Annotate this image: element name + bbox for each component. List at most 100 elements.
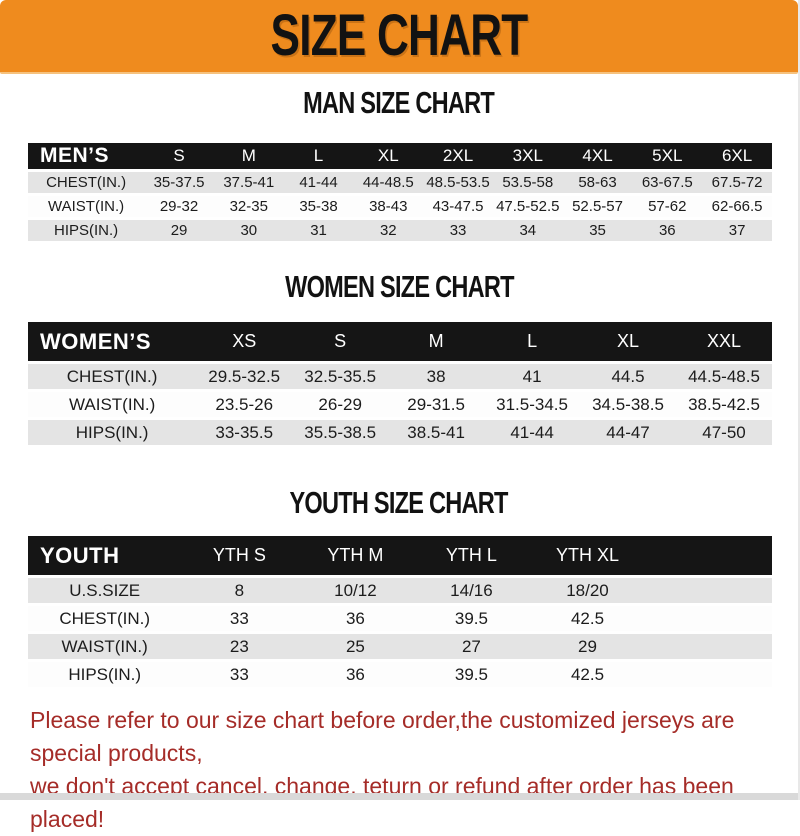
size-value-cell: 39.5	[413, 662, 530, 687]
size-column-header: XL	[353, 143, 424, 169]
row-label: WAIST(IN.)	[28, 634, 182, 659]
size-value-cell: 42.5	[529, 606, 646, 631]
size-value-cell: 36	[632, 220, 703, 241]
row-label: CHEST(IN.)	[28, 364, 197, 389]
size-value-cell: 38	[388, 364, 485, 389]
size-value-cell: 32	[353, 220, 424, 241]
banner-title: SIZE CHART	[270, 3, 529, 68]
size-value-cell: 32.5-35.5	[292, 364, 389, 389]
size-value-cell: 31.5-34.5	[484, 392, 581, 417]
size-value-cell: 29	[144, 220, 214, 241]
size-column-header: 5XL	[632, 143, 703, 169]
size-value-cell: 44-48.5	[353, 172, 424, 193]
table-row: CHEST(IN.) 35-37.5 37.5-41 41-44 44-48.5 48.5…	[28, 172, 772, 193]
men-size-table: MEN’S S M L XL 2XL 3XL 4XL 5XL 6XL CHEST(IN.) 35-37…	[28, 140, 772, 244]
size-value-cell: 57-62	[632, 196, 703, 217]
size-value-cell: 23	[181, 634, 298, 659]
size-value-cell: 44.5	[580, 364, 676, 389]
bottom-divider	[0, 793, 798, 800]
size-column-header: 4XL	[562, 143, 633, 169]
size-value-cell: 33-35.5	[196, 420, 293, 445]
size-value-cell: 33	[181, 662, 298, 687]
size-value-cell: 35-38	[283, 196, 354, 217]
spacer-cell	[645, 536, 772, 575]
size-column-header: 2XL	[423, 143, 493, 169]
size-value-cell: 29-31.5	[388, 392, 485, 417]
table-row: CHEST(IN.) 33 36 39.5 42.5	[28, 606, 772, 631]
size-value-cell: 58-63	[562, 172, 633, 193]
youth-section-title: YOUTH SIZE CHART	[0, 486, 798, 520]
row-label: WAIST(IN.)	[28, 392, 197, 417]
men-section-title: MAN SIZE CHART	[0, 86, 798, 120]
spacer-cell	[645, 634, 772, 659]
size-value-cell: 30	[213, 220, 284, 241]
size-column-header: XL	[580, 322, 676, 361]
row-label: WAIST(IN.)	[28, 196, 145, 217]
table-row: HIPS(IN.) 33-35.5 35.5-38.5 38.5-41 41-44 44-…	[28, 420, 772, 445]
youth-size-section: YOUTH SIZE CHART YOUTH YTH S YTH M YTH L YTH…	[0, 486, 798, 690]
size-value-cell: 14/16	[413, 578, 530, 603]
size-column-header: M	[388, 322, 485, 361]
spacer-cell	[645, 606, 772, 631]
size-value-cell: 27	[413, 634, 530, 659]
table-row: WAIST(IN.) 23 25 27 29	[28, 634, 772, 659]
size-value-cell: 18/20	[529, 578, 646, 603]
size-value-cell: 37.5-41	[213, 172, 284, 193]
size-column-header: YTH XL	[529, 536, 646, 575]
size-value-cell: 62-66.5	[702, 196, 772, 217]
size-value-cell: 42.5	[529, 662, 646, 687]
disclaimer-line-2: we don't accept cancel, change, teturn o…	[30, 773, 734, 832]
size-value-cell: 39.5	[413, 606, 530, 631]
size-value-cell: 29	[529, 634, 646, 659]
size-value-cell: 34.5-38.5	[580, 392, 676, 417]
size-value-cell: 47-50	[676, 420, 772, 445]
table-row: HIPS(IN.) 33 36 39.5 42.5	[28, 662, 772, 687]
women-section-title-text: WOMEN SIZE CHART	[284, 269, 514, 304]
size-value-cell: 29.5-32.5	[196, 364, 293, 389]
size-value-cell: 32-35	[213, 196, 284, 217]
size-value-cell: 41-44	[484, 420, 581, 445]
size-column-header: M	[213, 143, 284, 169]
size-value-cell: 52.5-57	[562, 196, 633, 217]
size-column-header: S	[292, 322, 389, 361]
table-row: WAIST(IN.) 23.5-26 26-29 29-31.5 31.5-34.5 34…	[28, 392, 772, 417]
spacer-cell	[645, 662, 772, 687]
size-value-cell: 63-67.5	[632, 172, 703, 193]
table-corner-label: MEN’S	[28, 143, 145, 169]
size-chart-banner: SIZE CHART	[0, 0, 798, 74]
size-value-cell: 34	[492, 220, 563, 241]
women-size-section: WOMEN SIZE CHART WOMEN’S XS S M L XL XXL CHEST(…	[0, 270, 798, 448]
size-column-header: L	[283, 143, 354, 169]
table-row: WAIST(IN.) 29-32 32-35 35-38 38-43 43-47.5 47.…	[28, 196, 772, 217]
size-value-cell: 36	[297, 662, 414, 687]
size-value-cell: 35-37.5	[144, 172, 214, 193]
row-label: CHEST(IN.)	[28, 172, 145, 193]
size-value-cell: 44-47	[580, 420, 676, 445]
size-value-cell: 41-44	[283, 172, 354, 193]
women-size-table: WOMEN’S XS S M L XL XXL CHEST(IN.) 29.5-32.5 32.5…	[28, 319, 772, 448]
size-value-cell: 26-29	[292, 392, 389, 417]
size-column-header: S	[144, 143, 214, 169]
table-row: CHEST(IN.) 29.5-32.5 32.5-35.5 38 41 44.5 44.5…	[28, 364, 772, 389]
size-value-cell: 38.5-42.5	[676, 392, 772, 417]
size-value-cell: 25	[297, 634, 414, 659]
row-label: CHEST(IN.)	[28, 606, 182, 631]
size-value-cell: 33	[423, 220, 493, 241]
size-value-cell: 47.5-52.5	[492, 196, 563, 217]
size-column-header: L	[484, 322, 581, 361]
disclaimer-line-1: Please refer to our size chart before or…	[30, 707, 735, 766]
table-corner-label: WOMEN’S	[28, 322, 197, 361]
size-column-header: YTH S	[181, 536, 298, 575]
table-corner-label: YOUTH	[28, 536, 182, 575]
size-table-header-row: WOMEN’S XS S M L XL XXL	[28, 322, 772, 361]
size-value-cell: 67.5-72	[702, 172, 772, 193]
size-chart-disclaimer: Please refer to our size chart before or…	[30, 704, 798, 836]
size-value-cell: 10/12	[297, 578, 414, 603]
size-table-header-row: MEN’S S M L XL 2XL 3XL 4XL 5XL 6XL	[28, 143, 772, 169]
size-column-header: XXL	[676, 322, 772, 361]
size-value-cell: 53.5-58	[492, 172, 563, 193]
size-column-header: YTH L	[413, 536, 530, 575]
table-row: U.S.SIZE 8 10/12 14/16 18/20	[28, 578, 772, 603]
men-section-title-text: MAN SIZE CHART	[303, 85, 496, 120]
size-value-cell: 48.5-53.5	[423, 172, 493, 193]
